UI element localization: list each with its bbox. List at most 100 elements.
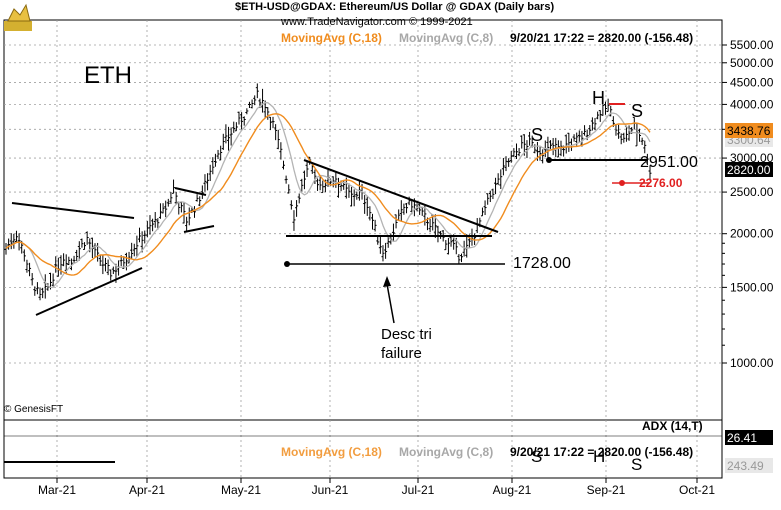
ohlc-bar: [274, 124, 278, 141]
ohlc-bar: [38, 287, 42, 301]
ohlc-bar: [538, 147, 542, 161]
ohlc-bar: [240, 112, 244, 130]
ohlc-bar: [93, 243, 97, 258]
ohlc-bar: [564, 134, 568, 154]
ohlc-bar: [514, 143, 518, 160]
x-tick-label: Oct-21: [679, 483, 715, 497]
ohlc-bar: [462, 240, 466, 257]
support-dot: [284, 261, 290, 267]
y-tick-label: 2500.00: [730, 185, 774, 199]
ohlc-bar: [598, 110, 602, 122]
ohlc-bar: [268, 116, 272, 131]
ohlc-bar: [77, 241, 81, 261]
ohlc-bar: [140, 231, 144, 253]
adx-shoulder-left-label: S: [531, 447, 542, 466]
ohlc-bar: [428, 218, 432, 233]
ohlc-bar: [423, 205, 427, 226]
ohlc-bar: [247, 101, 251, 108]
y-tick-label: 5000.00: [730, 56, 774, 70]
ohlc-bar: [344, 177, 348, 199]
ohlc-bar: [198, 196, 202, 207]
ohlc-bar: [496, 173, 500, 186]
ohlc-bar: [494, 177, 498, 195]
ohlc-bar: [224, 124, 228, 144]
ohlc-bar: [187, 207, 191, 226]
copyright: www.TradeNavigator.com © 1999-2021: [281, 16, 473, 28]
ohlc-bar: [35, 282, 39, 295]
x-tick-label: Apr-21: [129, 483, 165, 497]
ohlc-bar: [334, 171, 338, 188]
ohlc-bar: [143, 230, 147, 244]
y-gridlines: [4, 44, 722, 364]
adx-readout: 9/20/21 17:22 = 2820.00 (-156.48): [510, 445, 694, 459]
ohlc-bar: [124, 252, 128, 271]
adx-value1: 26.41: [727, 431, 757, 445]
ohlc-bar: [287, 184, 291, 194]
ohlc-bar: [486, 193, 490, 205]
ohlc-bar: [436, 225, 440, 243]
trendline-upper-1: [11, 202, 135, 219]
ohlc-bar: [603, 101, 607, 115]
ohlc-bar: [295, 200, 299, 217]
ohlc-bar: [648, 165, 652, 181]
ohlc-bar: [619, 133, 623, 145]
descending-triangle-resistance: [303, 159, 499, 233]
ohlc-bar: [617, 124, 621, 139]
ohlc-bar: [439, 230, 443, 239]
ohlc-bar: [588, 125, 592, 136]
ohlc-bar: [596, 111, 600, 120]
ohlc-bar: [101, 254, 105, 275]
ohlc-bar: [253, 95, 257, 106]
ohlc-bar: [350, 186, 354, 207]
ohlc-bar: [132, 243, 136, 257]
logo-base: [4, 21, 32, 31]
ohlc-bar: [85, 231, 89, 245]
ohlc-bar: [62, 253, 66, 267]
ohlc-bar: [174, 191, 178, 204]
chart-title: $ETH-USD@GDAX: Ethereum/US Dollar @ GDAX…: [235, 1, 555, 13]
ohlc-bar: [30, 273, 34, 286]
trendline-lower-1: [35, 267, 143, 316]
symbol-label: ETH: [84, 62, 132, 89]
ohlc-bar: [185, 216, 189, 231]
ohlc-bar: [203, 174, 207, 192]
ohlc-bar: [41, 287, 45, 299]
adx-shoulder-right-label: S: [631, 455, 642, 474]
x-tick-label: Jul-21: [402, 483, 435, 497]
left-shoulder-label: S: [531, 125, 543, 145]
ohlc-bar: [9, 233, 13, 250]
ohlc-bar: [261, 88, 265, 113]
adx-ma8-legend: MovingAvg (C,8): [399, 445, 494, 459]
right-shoulder-label: S: [631, 101, 643, 121]
ohlc-bar: [373, 219, 377, 232]
ohlc-bar: [67, 256, 71, 266]
ohlc-bar: [580, 130, 584, 147]
ohlc-bar: [172, 179, 176, 194]
ohlc-bar: [399, 200, 403, 222]
ohlc-bar: [237, 111, 241, 125]
ma18-legend: MovingAvg (C,18): [281, 31, 382, 45]
ohlc-bar: [627, 125, 631, 141]
ohlc-bar: [14, 230, 18, 244]
ohlc-bar: [601, 94, 605, 116]
ohlc-bar: [148, 215, 152, 235]
ohlc-bar: [227, 126, 231, 151]
ma8-legend: MovingAvg (C,8): [399, 31, 494, 45]
ohlc-bar: [465, 234, 469, 258]
trendline-lower-2: [183, 225, 215, 233]
neckline-2951-label: 2951.00: [640, 154, 698, 171]
ohlc-bar: [378, 235, 382, 254]
ohlc-bar: [640, 137, 644, 145]
ohlc-bar: [103, 257, 107, 272]
adx-ma18-legend: MovingAvg (C,18): [281, 445, 382, 459]
ohlc-bar: [80, 238, 84, 248]
ohlc-bar: [381, 245, 385, 262]
ohlc-bar: [145, 221, 149, 238]
ohlc-bar: [245, 108, 249, 115]
ohlc-bar: [166, 198, 170, 207]
target-dot: [619, 180, 625, 186]
ohlc-bar: [318, 176, 322, 191]
ohlc-bar: [300, 178, 304, 192]
ohlc-bar: [418, 204, 422, 215]
ohlc-bar: [229, 127, 233, 146]
